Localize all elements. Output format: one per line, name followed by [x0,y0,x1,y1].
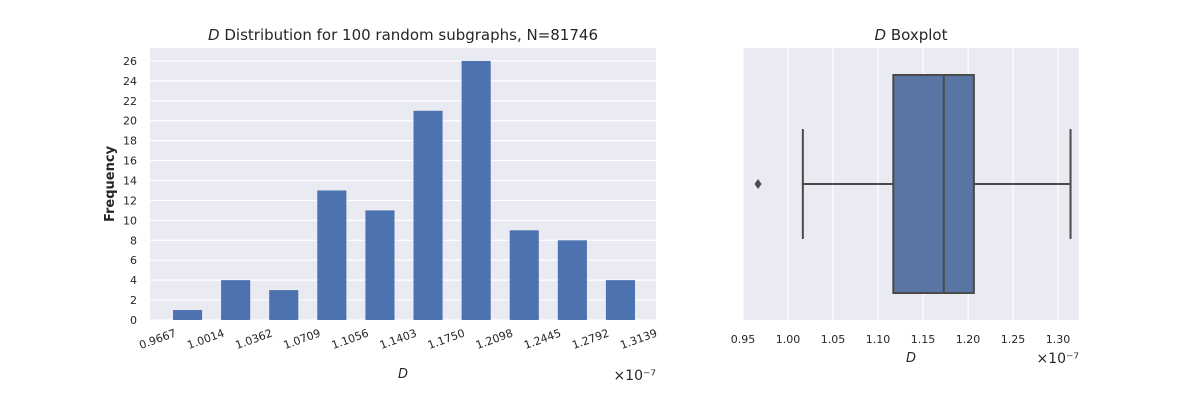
boxplot-x-axis-label: D [906,351,916,366]
boxplot-title-var: D [875,26,887,44]
boxplot-x-offset-label: ×10⁻⁷ [1036,351,1079,367]
histogram-x-tick-label: 1.2792 [570,327,611,352]
histogram-y-axis-label: Frequency [103,145,118,222]
histogram-title-text: Distribution for 100 random subgraphs, N… [224,26,598,44]
boxplot-x-tick-label: 1.30 [1046,333,1071,346]
histogram-y-tick-label: 16 [123,155,137,168]
boxplot-x-tick-label: 1.15 [911,333,936,346]
histogram-x-offset-label: ×10⁻⁷ [613,368,656,384]
histogram-y-tick-label: 10 [123,214,137,227]
histogram-y-tick-label: 4 [130,274,137,287]
boxplot-outlier [754,179,762,189]
histogram-y-tick-label: 14 [123,175,137,188]
boxplot-x-tick-label: 1.25 [1001,333,1026,346]
histogram-y-tick-label: 18 [123,135,137,148]
histogram-x-tick-label: 1.0362 [234,327,275,352]
histogram-x-tick-label: 1.2098 [474,327,515,352]
histogram-x-axis-label: D [398,367,408,382]
histogram-bar [461,60,491,320]
boxplot-x-tick-label: 1.20 [956,333,981,346]
histogram-x-tick-label: 1.0709 [282,327,323,352]
histogram-y-tick-label: 24 [123,75,137,88]
histogram-x-tick-label: 0.9667 [137,327,178,352]
boxplot-x-tick-label: 0.95 [731,333,756,346]
histogram-bar [269,290,299,320]
histogram-y-tick-label: 6 [130,254,137,267]
boxplot-shapes [754,74,1072,294]
histogram-bar [221,280,251,320]
histogram-y-tick-label: 12 [123,194,137,207]
histogram-title: D Distribution for 100 random subgraphs,… [208,26,598,44]
histogram-bar [317,190,347,320]
histogram-bar [509,230,539,320]
histogram-bar [365,210,395,320]
histogram-title-var: D [208,26,220,44]
histogram-x-tick-label: 1.0014 [186,327,227,352]
histogram-y-tick-label: 22 [123,95,137,108]
histogram-x-tick-label: 1.1750 [426,327,467,352]
boxplot-title: D Boxplot [875,26,948,44]
boxplot-x-tick-label: 1.10 [866,333,891,346]
histogram-bar [173,310,203,320]
histogram-y-tick-label: 8 [130,234,137,247]
histogram-y-tick-label: 0 [130,314,137,327]
histogram-x-tick-label: 1.1056 [330,327,371,352]
histogram-y-tick-label: 26 [123,55,137,68]
histogram-bar [605,280,635,320]
boxplot-chart: 0.95 1.00 1.05 1.10 1.15 1.20 1.25 1.30 D Boxpl… [731,26,1079,367]
boxplot-box [892,74,975,294]
histogram-bar [413,110,443,321]
histogram-bar [557,240,587,320]
histogram-y-tick-label: 20 [123,115,137,128]
boxplot-x-tick-label: 1.00 [776,333,801,346]
histogram-y-tick-label: 2 [130,294,137,307]
histogram-x-tick-label: 1.3139 [618,327,659,352]
boxplot-x-tick-labels: 0.95 1.00 1.05 1.10 1.15 1.20 1.25 1.30 [731,333,1071,346]
boxplot-x-tick-label: 1.05 [821,333,846,346]
histogram-bars [173,60,635,321]
histogram-x-tick-label: 1.1403 [378,327,419,352]
histogram-x-tick-labels: 0.9667 1.0014 1.0362 1.0709 1.1056 1.1403 1.17… [137,327,659,352]
histogram-x-tick-label: 1.2445 [522,327,563,352]
boxplot-title-text: Boxplot [891,26,948,44]
